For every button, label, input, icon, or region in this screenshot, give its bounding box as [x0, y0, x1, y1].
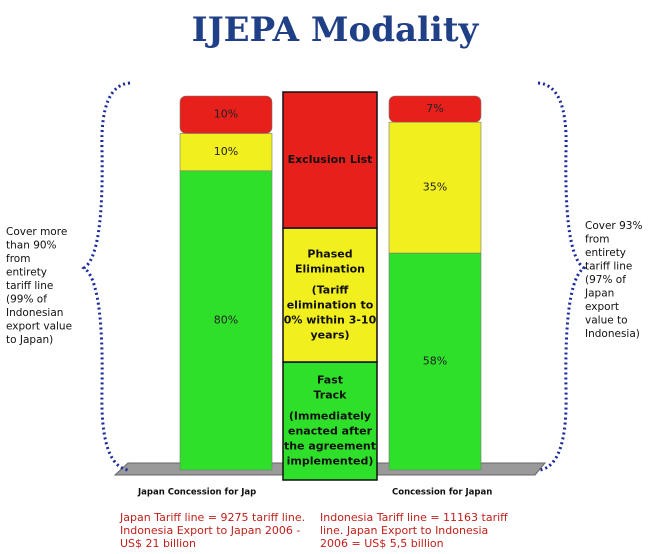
left-note: Cover more — [6, 226, 67, 238]
legend-label: Fast Track — [314, 374, 348, 402]
value-label: 58% — [423, 355, 447, 368]
right-note: export — [585, 301, 619, 313]
left-note: to Japan) — [6, 334, 53, 346]
japan-note: Japan Tariff line = 9275 tariff line. — [119, 511, 305, 524]
bar-segment — [388, 252, 482, 471]
indonesia-note: Indonesia Tariff line = 11163 tariff — [320, 511, 508, 524]
left-note: from — [6, 253, 30, 265]
left-brace — [81, 81, 131, 472]
bar-segment — [179, 95, 273, 134]
chart-title: IJEPA Modality — [192, 10, 480, 50]
legend-box — [282, 91, 378, 229]
value-label: 35% — [423, 181, 447, 194]
bar-segment — [179, 133, 273, 172]
bar-segment — [388, 95, 482, 123]
right-brace — [537, 81, 587, 472]
x-tick-label: Japan Concession for Jap — [137, 488, 256, 498]
legend-box — [282, 361, 378, 481]
right-note: entirety — [585, 247, 626, 259]
value-label: 10% — [214, 145, 238, 158]
value-label: 7% — [426, 102, 443, 115]
right-note: Indonesia) — [585, 328, 640, 340]
right-note: tariff line — [585, 261, 632, 273]
legend-description: enacted after — [288, 425, 373, 438]
value-label: 10% — [214, 108, 238, 121]
legend-description: elimination to — [287, 299, 374, 312]
indonesia-note: 2006 = US$ 5,5 billion — [320, 537, 444, 550]
left-note: (99% of — [6, 294, 47, 306]
legend-description: 0% within 3-10 — [284, 314, 377, 327]
value-label: 80% — [214, 313, 238, 326]
japan-note: US$ 21 billion — [120, 537, 196, 550]
legend-label: Exclusion List — [288, 153, 373, 166]
left-note: tariff line — [6, 280, 53, 292]
right-note: value to — [585, 315, 628, 327]
legend-description: the agreement — [284, 440, 376, 453]
legend-description: (Immediately — [289, 410, 371, 423]
right-note: Cover 93% — [585, 220, 642, 232]
right-note: Japan — [584, 288, 614, 300]
legend-box — [282, 227, 378, 363]
indonesia-note: line. Japan Export to Indonesia — [320, 524, 488, 537]
left-note: than 90% — [6, 240, 57, 252]
left-note: entirety — [6, 267, 47, 279]
bar-segment — [179, 170, 273, 471]
legend-description: implemented) — [287, 455, 374, 468]
legend-description: years) — [310, 329, 349, 342]
japan-note: Indonesia Export to Japan 2006 - — [120, 524, 300, 537]
legend-description: (Tariff — [312, 284, 349, 297]
left-note: Indonesian — [6, 307, 63, 319]
x-tick-label: Concession for Japan — [392, 488, 492, 498]
bar-segment — [388, 121, 482, 254]
legend-label: Phased Elimination — [295, 248, 365, 276]
right-note: from — [585, 234, 609, 246]
right-note: (97% of — [585, 274, 626, 286]
left-note: export value — [6, 321, 72, 333]
